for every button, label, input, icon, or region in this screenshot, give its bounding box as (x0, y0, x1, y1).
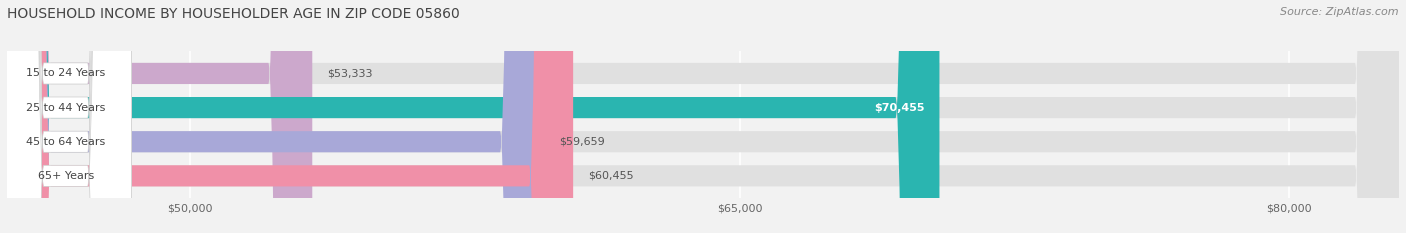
FancyBboxPatch shape (7, 0, 939, 233)
FancyBboxPatch shape (7, 0, 1399, 233)
Text: 15 to 24 Years: 15 to 24 Years (27, 69, 105, 79)
FancyBboxPatch shape (0, 0, 132, 233)
Text: $60,455: $60,455 (588, 171, 634, 181)
Text: Source: ZipAtlas.com: Source: ZipAtlas.com (1281, 7, 1399, 17)
Text: HOUSEHOLD INCOME BY HOUSEHOLDER AGE IN ZIP CODE 05860: HOUSEHOLD INCOME BY HOUSEHOLDER AGE IN Z… (7, 7, 460, 21)
FancyBboxPatch shape (0, 0, 132, 233)
Text: $70,455: $70,455 (875, 103, 925, 113)
FancyBboxPatch shape (7, 0, 544, 233)
FancyBboxPatch shape (7, 0, 1399, 233)
Text: 25 to 44 Years: 25 to 44 Years (25, 103, 105, 113)
Text: $59,659: $59,659 (558, 137, 605, 147)
FancyBboxPatch shape (7, 0, 1399, 233)
Text: $53,333: $53,333 (328, 69, 373, 79)
FancyBboxPatch shape (0, 0, 132, 233)
Text: 45 to 64 Years: 45 to 64 Years (27, 137, 105, 147)
FancyBboxPatch shape (7, 0, 312, 233)
FancyBboxPatch shape (0, 0, 132, 233)
FancyBboxPatch shape (7, 0, 574, 233)
FancyBboxPatch shape (7, 0, 1399, 233)
Text: 65+ Years: 65+ Years (38, 171, 94, 181)
